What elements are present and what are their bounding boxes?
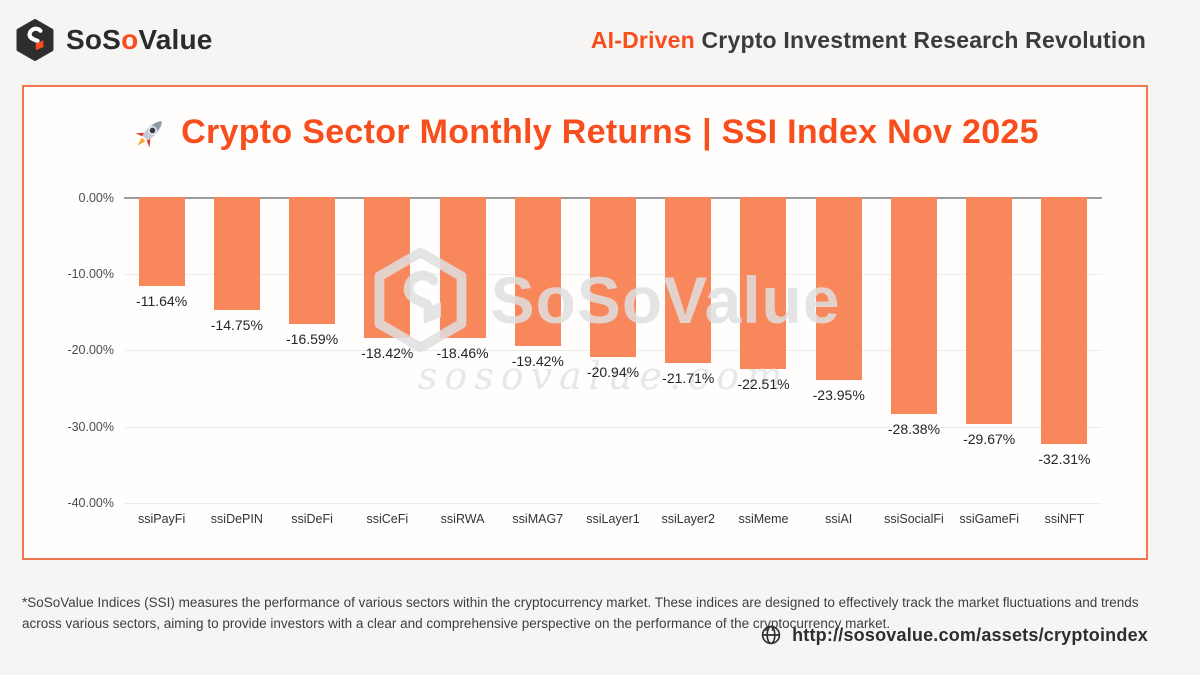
y-tick-label: 0.00% (78, 191, 114, 205)
y-tick-label: -20.00% (67, 343, 114, 357)
x-axis-label: ssiDePIN (210, 512, 263, 526)
bar (213, 197, 260, 310)
bars-container: -11.64% ssiPayFi -14.75% ssiDePIN -16.59% ssi… (124, 197, 1102, 526)
bar (138, 197, 185, 287)
y-tick-label: -40.00% (67, 496, 114, 510)
x-axis-label: ssiAI (825, 512, 853, 526)
bar-value-label: -16.59% (286, 330, 339, 347)
bar-column: -28.38% ssiSocialFi (876, 197, 951, 526)
bar (439, 197, 486, 339)
x-axis-label: ssiMeme (738, 512, 789, 526)
bar-column: -32.31% ssiNFT (1027, 197, 1102, 526)
x-axis-label: ssiRWA (440, 512, 485, 526)
bar-column: -18.42% ssiCeFi (350, 197, 425, 526)
gridline: -30.00% (67, 420, 1102, 434)
footer-url-text[interactable]: http://sosovalue.com/assets/cryptoindex (792, 624, 1148, 645)
bar-column: -29.67% ssiGameFi (952, 197, 1027, 526)
x-axis-label: ssiSocialFi (884, 512, 944, 526)
x-axis-label: ssiDeFi (291, 512, 333, 526)
bar-column: -14.75% ssiDePIN (199, 197, 274, 526)
bar (665, 197, 712, 364)
chart-title-text: Crypto Sector Monthly Returns | SSI Inde… (181, 113, 1039, 151)
bar-column: -20.94% ssiLayer1 (575, 197, 650, 526)
sosovalue-cube-icon (16, 19, 54, 61)
y-tick-label: -10.00% (67, 266, 114, 281)
gridline: -40.00% (67, 496, 1102, 510)
x-axis-label: ssiGameFi (959, 512, 1020, 526)
bar-value-label: -23.95% (812, 387, 865, 404)
globe-icon (761, 625, 781, 645)
bar-value-label: -22.51% (737, 376, 790, 393)
footer-url-row[interactable]: http://sosovalue.com/assets/cryptoindex (760, 622, 1148, 648)
logo-wordmark: SoSoValue (66, 24, 213, 55)
x-axis-label: ssiPayFi (137, 512, 186, 526)
bar-column: -11.64% ssiPayFi (124, 197, 199, 526)
bar-value-label: -21.71% (662, 370, 715, 387)
bar-column: -23.95% ssiAI (801, 197, 876, 526)
bar-value-label: -19.42% (511, 352, 564, 369)
bar-value-label: -20.94% (586, 364, 640, 381)
header-tagline: AI-Driven Crypto Investment Research Rev… (590, 26, 1146, 53)
bar-value-label: -14.75% (210, 316, 263, 333)
bar-column: -22.51% ssiMeme (726, 197, 801, 526)
bar-value-label: -29.67% (963, 430, 1016, 447)
plot-area: 0.00% -10.00% -20.00% -30.00% -40.00% -11.64… (67, 191, 1102, 526)
x-axis-label: ssiLayer1 (586, 512, 640, 526)
bar-column: -19.42% ssiMAG7 (500, 197, 575, 526)
bar (514, 197, 561, 346)
bar-column: -16.59% ssiDeFi (274, 197, 349, 526)
bar-value-label: -32.31% (1038, 451, 1091, 468)
bar-value-label: -18.46% (436, 345, 489, 362)
x-axis-label: ssiMAG7 (512, 512, 564, 526)
bar (590, 197, 637, 358)
bar-value-label: -18.42% (361, 344, 414, 361)
bar-column: -21.71% ssiLayer2 (651, 197, 726, 526)
sosovalue-logo: SoSoValue (14, 19, 213, 61)
y-tick-label: -30.00% (67, 419, 114, 434)
rocket-icon (135, 120, 162, 148)
x-axis-label: ssiNFT (1044, 512, 1085, 526)
bar (740, 197, 787, 370)
chart-title: Crypto Sector Monthly Returns | SSI Inde… (24, 113, 1146, 152)
bar (890, 197, 937, 415)
bar (289, 197, 336, 324)
bar (364, 197, 411, 338)
x-axis-label: ssiLayer2 (661, 512, 716, 526)
header: SoSoValue AI-Driven Crypto Investment Re… (0, 0, 1200, 80)
x-axis-label: ssiCeFi (366, 512, 409, 526)
bar (1041, 197, 1088, 445)
bar (966, 197, 1013, 424)
footer-disclaimer: *SoSoValue Indices (SSI) measures the pe… (22, 595, 1139, 632)
bar-value-label: -28.38% (887, 421, 941, 438)
chart-card: Crypto Sector Monthly Returns | SSI Inde… (22, 85, 1148, 560)
bar-column: -18.46% ssiRWA (425, 197, 500, 526)
bar-value-label: -11.64% (136, 293, 188, 310)
bar (815, 197, 862, 381)
